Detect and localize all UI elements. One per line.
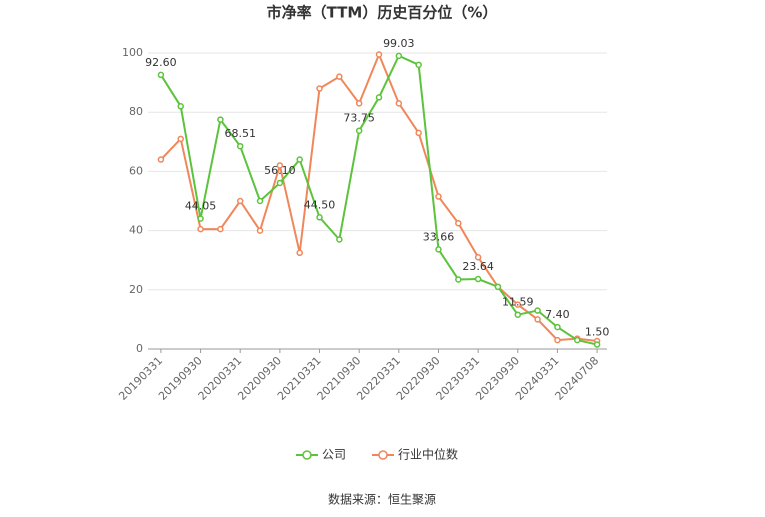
point <box>217 116 224 123</box>
point <box>415 61 422 69</box>
legend-marker <box>378 450 388 460</box>
point <box>514 301 522 308</box>
y-tick-label: 40 <box>129 224 143 237</box>
data-label: 68.51 <box>224 127 256 140</box>
legend-item: 公司 <box>296 448 346 462</box>
point <box>197 225 204 233</box>
data-label: 1.50 <box>585 326 610 339</box>
point <box>177 135 184 143</box>
point <box>375 51 383 58</box>
point <box>177 103 184 110</box>
point <box>593 341 601 348</box>
data-label: 11.59 <box>502 296 534 309</box>
point <box>296 249 303 257</box>
point <box>236 197 244 205</box>
data-label: 44.50 <box>304 198 336 211</box>
point <box>514 311 522 318</box>
data-label: 23.64 <box>462 260 494 273</box>
legend-item: 行业中位数 <box>372 447 458 462</box>
point <box>355 100 363 107</box>
point <box>157 71 165 79</box>
data-label: 92.60 <box>145 56 177 69</box>
point <box>316 214 323 221</box>
point <box>395 100 403 107</box>
point <box>256 227 264 234</box>
point <box>336 236 343 243</box>
point <box>217 225 224 233</box>
y-tick-label: 60 <box>129 164 143 177</box>
data-label: 7.40 <box>545 308 570 321</box>
data-label: 56.10 <box>264 164 296 177</box>
point <box>554 323 561 331</box>
y-tick-label: 20 <box>129 283 143 296</box>
point <box>474 275 482 283</box>
point <box>276 179 284 187</box>
point <box>415 129 422 137</box>
point <box>455 276 462 283</box>
point <box>435 246 442 253</box>
point <box>157 156 165 163</box>
x-tick-label: 20240708 <box>553 354 602 403</box>
point <box>395 52 403 60</box>
point <box>296 156 303 163</box>
point <box>554 336 561 344</box>
point <box>494 283 502 291</box>
point <box>355 127 363 134</box>
y-tick-label: 80 <box>129 105 143 118</box>
data-label: 73.75 <box>343 112 375 125</box>
point <box>534 316 541 323</box>
point <box>197 215 204 222</box>
point <box>474 253 482 261</box>
source: 数据来源：恒生聚源 <box>328 492 436 507</box>
point <box>375 94 383 101</box>
y-tick-label: 0 <box>136 342 143 355</box>
point <box>534 307 541 314</box>
data-label: 44.05 <box>185 200 217 213</box>
point <box>574 336 581 344</box>
data-label: 99.03 <box>383 37 415 50</box>
point <box>276 162 284 169</box>
point <box>236 142 244 150</box>
data-label: 33.66 <box>423 230 455 243</box>
point <box>336 73 343 80</box>
legend-marker <box>302 450 312 460</box>
point <box>256 197 264 205</box>
point <box>455 219 462 227</box>
point <box>435 193 442 200</box>
point <box>316 85 323 92</box>
y-tick-label: 100 <box>122 46 143 59</box>
legend-label: 公司 <box>322 448 346 462</box>
legend-label: 行业中位数 <box>398 447 458 462</box>
chart-title: 市净率（TTM）历史百分位（%） <box>267 4 498 22</box>
